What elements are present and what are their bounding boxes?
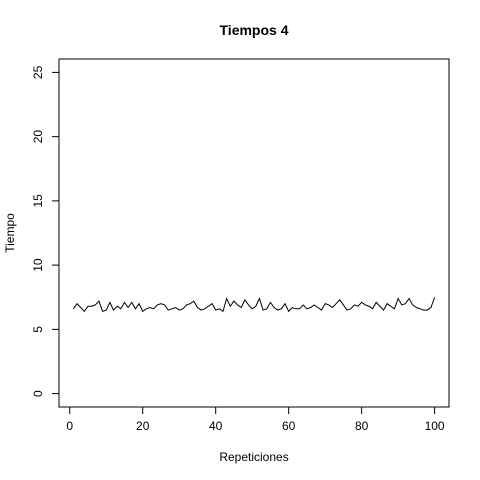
chart-title: Tiempos 4 (220, 22, 289, 38)
x-axis: 0 20 40 60 80 100 (66, 406, 445, 433)
x-tick-label: 0 (66, 419, 73, 433)
y-tick-label: 0 (31, 390, 45, 397)
y-tick-label: 10 (31, 258, 45, 272)
x-tick-label: 60 (282, 419, 296, 433)
y-tick-label: 20 (31, 130, 45, 144)
y-axis-label: Tiempo (3, 213, 17, 253)
x-axis-label: Repeticiones (219, 450, 288, 464)
y-axis: 0 5 10 15 20 25 (31, 65, 60, 397)
plot-frame (58, 58, 450, 408)
y-tick-label: 15 (31, 194, 45, 208)
x-tick-label: 80 (355, 419, 369, 433)
x-tick-label: 20 (136, 419, 150, 433)
series-line (72, 297, 436, 313)
y-tick-label: 5 (31, 326, 45, 333)
x-tick-label: 100 (425, 419, 445, 433)
y-tick-label: 25 (31, 65, 45, 79)
x-tick-label: 40 (209, 419, 223, 433)
